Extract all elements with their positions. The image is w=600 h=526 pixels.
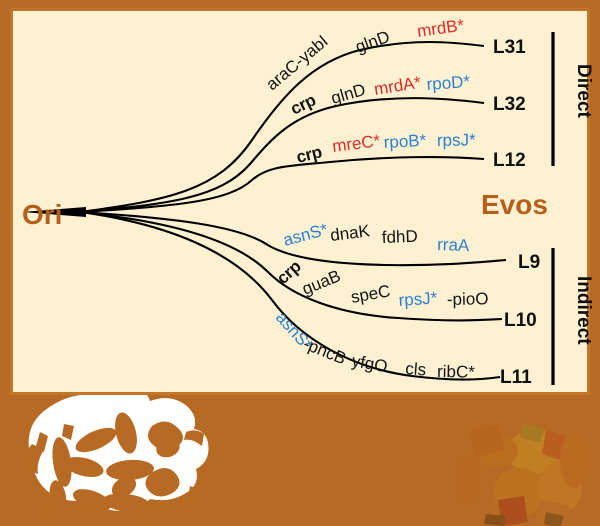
tip-group-label: Evos: [481, 189, 548, 220]
tip-label: L32: [493, 94, 526, 115]
gene-label: crp: [287, 90, 318, 118]
bracket-indirect: Indirect: [551, 248, 594, 385]
gene-label: mrdA*: [373, 73, 423, 99]
gene-labels-L10: crp guaB speC rpsJ* -pioO: [273, 257, 489, 310]
gene-label: rpsJ*: [398, 288, 438, 310]
tip-label: L12: [493, 150, 526, 171]
tip-label: L31: [493, 37, 526, 58]
gene-labels-L32: crp glnD mrdA* rpoD*: [287, 72, 471, 119]
gene-label: -pioO: [447, 289, 489, 309]
tip-label: L11: [500, 367, 532, 388]
gene-label: mrdB*: [416, 16, 466, 41]
bracket-label: Direct: [573, 64, 594, 119]
gene-label: guaB: [299, 266, 343, 298]
bracket-direct: Direct: [551, 32, 594, 166]
gene-label: cls: [405, 359, 427, 379]
gene-label: rraA: [437, 235, 470, 255]
gene-label: rpoD*: [426, 72, 471, 94]
gene-label: yfgO: [350, 351, 389, 376]
gene-label: ribC*: [437, 362, 475, 382]
gene-label: crp: [294, 142, 323, 167]
tip-label: L10: [504, 310, 537, 331]
gene-labels-L11: asnS* -pncB yfgO cls ribC*: [272, 308, 475, 382]
bracket-label: Indirect: [573, 276, 594, 345]
gene-label: rpoB*: [383, 131, 427, 152]
gene-label: mreC*: [331, 131, 382, 156]
gene-labels-L9: asnS* dnaK fdhD rraA: [281, 220, 470, 255]
gene-label: dnaK: [329, 221, 371, 245]
gene-label: speC: [349, 281, 391, 307]
gene-label: glnD: [329, 80, 368, 108]
tip-label: L9: [518, 252, 540, 273]
gene-label: glnD: [353, 27, 392, 57]
gene-label: asnS*: [281, 220, 330, 250]
gene-label: araC-yabI: [262, 32, 331, 95]
gene-label: -pncB: [301, 334, 349, 368]
gene-labels-L12: crp mreC* rpoB* rpsJ*: [294, 130, 476, 167]
gene-label: fdhD: [381, 227, 418, 247]
gene-label: rpsJ*: [437, 130, 476, 150]
root-label: Ori: [22, 199, 62, 230]
tip-labels: L31 L32 L12 L9 L10 L11: [493, 37, 540, 388]
